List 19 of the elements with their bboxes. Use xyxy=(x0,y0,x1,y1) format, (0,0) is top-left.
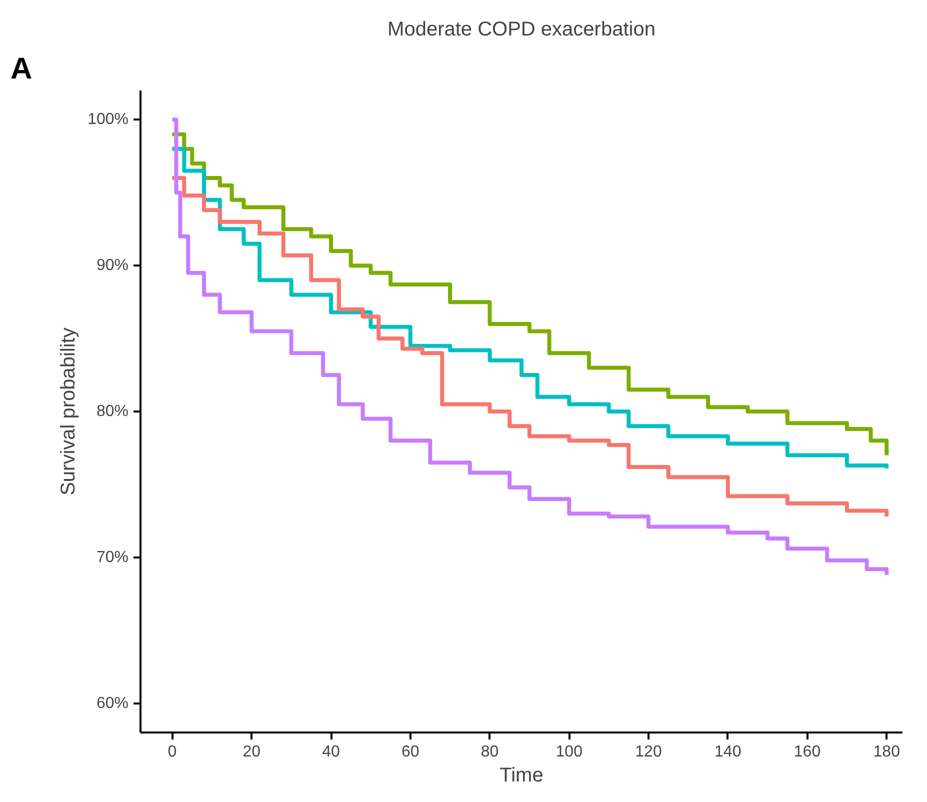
y-tick-label: 70% xyxy=(96,548,129,566)
y-tick-label: 80% xyxy=(96,403,129,420)
y-axis-title: Survival probability xyxy=(58,328,80,496)
text: A xyxy=(10,52,32,86)
y-tick-label: 100% xyxy=(88,111,128,128)
x-tick-label: 180 xyxy=(873,744,900,760)
y-tick-label: 60% xyxy=(96,694,129,712)
chart-title: Moderate COPD exacerbation xyxy=(388,18,656,40)
x-tick-label: 40 xyxy=(322,744,340,760)
x-tick-label: 160 xyxy=(794,744,821,760)
y-tick-label: 90% xyxy=(96,257,129,274)
x-axis-title: Time xyxy=(500,764,544,786)
x-tick-label: 20 xyxy=(242,744,261,760)
x-tick-label: 100 xyxy=(556,744,583,760)
x-tick-label: 120 xyxy=(635,744,662,760)
x-tick-label: 0 xyxy=(168,744,177,760)
x-tick-label: 140 xyxy=(714,744,742,760)
x-tick-label: 60 xyxy=(401,744,420,760)
x-tick-label: 80 xyxy=(480,744,499,760)
